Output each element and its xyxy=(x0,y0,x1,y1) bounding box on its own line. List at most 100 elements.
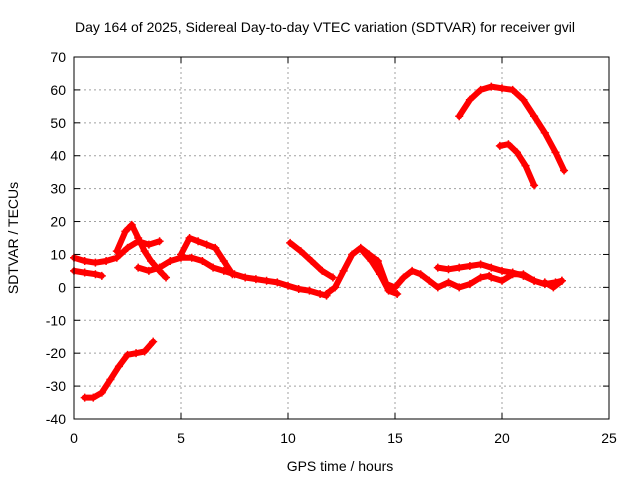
data-point xyxy=(219,266,228,275)
data-point xyxy=(177,250,185,259)
data-point xyxy=(97,388,106,397)
data-point xyxy=(465,280,474,289)
data-point xyxy=(273,278,282,287)
data-point xyxy=(557,276,566,285)
data-point xyxy=(127,220,136,229)
data-point xyxy=(286,238,295,247)
data-point xyxy=(487,82,496,91)
data-point xyxy=(241,273,250,282)
data-point xyxy=(209,263,218,272)
y-tick-label: -40 xyxy=(46,411,66,427)
data-point xyxy=(495,141,504,150)
data-point xyxy=(348,250,357,259)
data-point xyxy=(187,253,196,262)
data-point xyxy=(498,84,506,93)
x-tick-label: 15 xyxy=(387,430,403,446)
x-tick-label: 0 xyxy=(70,430,78,446)
tick-labels: 0 5 10 15 20 25 -40 -30 -20 -10 0 10 20 30 40 50 60 70 xyxy=(46,49,617,446)
x-axis-label: GPS time / hours xyxy=(287,458,394,474)
data-point xyxy=(202,240,211,249)
data-point xyxy=(294,285,303,294)
data-point xyxy=(149,337,158,346)
data-point xyxy=(433,263,442,272)
data-point xyxy=(487,273,496,282)
series-line xyxy=(71,267,105,279)
y-tick-label: -10 xyxy=(46,312,66,328)
data-point xyxy=(144,240,153,249)
y-tick-label: 70 xyxy=(50,49,66,65)
data-point xyxy=(487,263,496,272)
data-point xyxy=(80,268,89,277)
data-point xyxy=(185,234,194,242)
data-point xyxy=(455,263,464,272)
data-point xyxy=(358,247,367,256)
data-point xyxy=(194,237,203,246)
data-point xyxy=(540,278,549,287)
data-point xyxy=(476,260,485,269)
data-point xyxy=(416,270,425,279)
data-point xyxy=(455,112,464,121)
chart-title: Day 164 of 2025, Sidereal Day-to-day VTE… xyxy=(75,19,575,35)
data-point xyxy=(384,286,393,295)
data-point xyxy=(498,266,506,275)
y-axis-label: SDTVAR / TECUs xyxy=(5,182,21,294)
data-point xyxy=(465,95,474,104)
data-point xyxy=(476,273,485,282)
data-point xyxy=(80,257,89,266)
x-tick-label: 25 xyxy=(601,430,617,446)
data-point xyxy=(339,266,348,275)
data-point xyxy=(444,278,453,287)
y-tick-label: 0 xyxy=(58,279,66,295)
data-point xyxy=(89,393,98,402)
data-point xyxy=(91,258,100,267)
y-tick-label: -20 xyxy=(46,345,66,361)
data-point xyxy=(521,161,530,170)
data-point xyxy=(331,283,340,292)
data-point xyxy=(162,273,171,282)
data-point xyxy=(408,266,417,275)
data-point xyxy=(508,270,517,279)
data-point xyxy=(134,263,143,272)
data-point xyxy=(114,362,123,371)
data-point xyxy=(251,275,260,284)
data-point xyxy=(530,112,539,121)
data-point xyxy=(102,257,111,266)
data-point xyxy=(112,247,121,256)
data-point xyxy=(147,257,156,266)
data-point xyxy=(376,270,385,279)
data-point xyxy=(121,227,130,236)
data-point xyxy=(318,266,327,275)
data-point xyxy=(393,289,402,298)
data-point xyxy=(322,289,331,298)
data-point xyxy=(465,261,474,270)
data-point xyxy=(530,181,539,190)
y-tick-label: 50 xyxy=(50,115,66,131)
data-point xyxy=(219,257,228,266)
y-tick-label: 60 xyxy=(50,82,66,98)
data-point xyxy=(328,273,337,282)
data-point xyxy=(551,148,560,157)
data-point xyxy=(540,128,549,137)
data-point xyxy=(211,243,220,252)
data-point xyxy=(123,243,132,252)
data-point xyxy=(140,347,149,356)
data-point xyxy=(284,281,292,290)
data-point xyxy=(560,166,569,175)
data-point xyxy=(155,237,164,246)
data-point xyxy=(144,266,153,275)
data-point xyxy=(519,95,528,104)
data-point xyxy=(425,276,434,285)
data-point xyxy=(399,273,408,282)
plot-series xyxy=(70,82,569,402)
data-point xyxy=(512,148,521,157)
series-arc-7 xyxy=(286,238,337,282)
data-point xyxy=(134,234,143,242)
data-point xyxy=(476,85,485,94)
y-tick-label: 10 xyxy=(50,246,66,262)
series-arc-14 xyxy=(495,140,539,190)
data-point xyxy=(123,350,132,359)
series-arc-3 xyxy=(80,337,158,402)
series-arc-9 xyxy=(358,247,402,298)
data-point xyxy=(530,276,539,285)
data-point xyxy=(519,270,528,279)
